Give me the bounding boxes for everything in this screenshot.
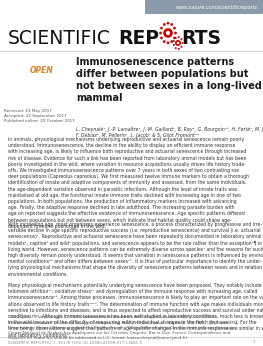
Ellipse shape: [166, 22, 169, 25]
Ellipse shape: [177, 42, 179, 44]
Text: Published online: 20 October 2017: Published online: 20 October 2017: [4, 119, 75, 123]
Ellipse shape: [174, 31, 177, 34]
Text: SCIENTIFIC REPORTS | 7: 15178 | DOI:10.1038/s41598-017-13681-5: SCIENTIFIC REPORTS | 7: 15178 | DOI:10.1…: [8, 340, 142, 344]
Bar: [145, 0, 263, 14]
Text: Received: 19 May 2017: Received: 19 May 2017: [4, 109, 52, 113]
Ellipse shape: [175, 40, 181, 46]
Text: Many physiological mechanisms potentially underlying senescence have been propos: Many physiological mechanisms potentiall…: [8, 283, 263, 338]
Ellipse shape: [173, 37, 176, 39]
Ellipse shape: [173, 27, 176, 29]
Text: OPEN: OPEN: [30, 66, 54, 75]
Text: Immunosenescence patterns
differ between populations but
not between sexes in a : Immunosenescence patterns differ between…: [76, 57, 262, 103]
Ellipse shape: [175, 37, 177, 39]
Text: ¹Univ Lyon, Université Lyon 1, CNRS, Laboratoire de Biométrie et Biologie Evolut: ¹Univ Lyon, Université Lyon 1, CNRS, Lab…: [8, 315, 239, 339]
Text: RTS: RTS: [181, 28, 221, 47]
Ellipse shape: [175, 47, 177, 49]
Ellipse shape: [173, 44, 175, 46]
Ellipse shape: [178, 36, 180, 38]
Ellipse shape: [180, 46, 183, 48]
Text: L. Cheynalé¹, J.-P. Lamaître¹, J.-M. Gaillard¹, B. Rey¹, G. Bourgoin²³, H. Ferté: L. Cheynalé¹, J.-P. Lamaître¹, J.-M. Gai…: [76, 126, 263, 138]
Ellipse shape: [178, 48, 180, 50]
Ellipse shape: [166, 31, 170, 35]
Ellipse shape: [163, 40, 166, 43]
Ellipse shape: [160, 37, 163, 39]
Ellipse shape: [173, 40, 175, 42]
Ellipse shape: [166, 42, 169, 44]
Ellipse shape: [170, 40, 173, 43]
Ellipse shape: [159, 31, 162, 34]
Ellipse shape: [163, 28, 173, 38]
Text: www.nature.com/scientificreports: www.nature.com/scientificreports: [176, 4, 258, 9]
Ellipse shape: [170, 23, 173, 26]
Ellipse shape: [181, 42, 184, 44]
Ellipse shape: [180, 38, 183, 40]
Text: With increasing age, most organisms experience senescence, a process characteriz: With increasing age, most organisms expe…: [8, 222, 263, 276]
Text: 1: 1: [252, 340, 255, 344]
Ellipse shape: [160, 27, 163, 29]
Text: In animals, physiological mechanisms underlying reproductive and actuarial senes: In animals, physiological mechanisms und…: [8, 137, 249, 229]
Ellipse shape: [163, 23, 166, 26]
Text: SCIENTIFIC: SCIENTIFIC: [8, 28, 111, 47]
Text: Accepted: 22 September 2017: Accepted: 22 September 2017: [4, 114, 67, 118]
Text: REP: REP: [118, 28, 159, 47]
